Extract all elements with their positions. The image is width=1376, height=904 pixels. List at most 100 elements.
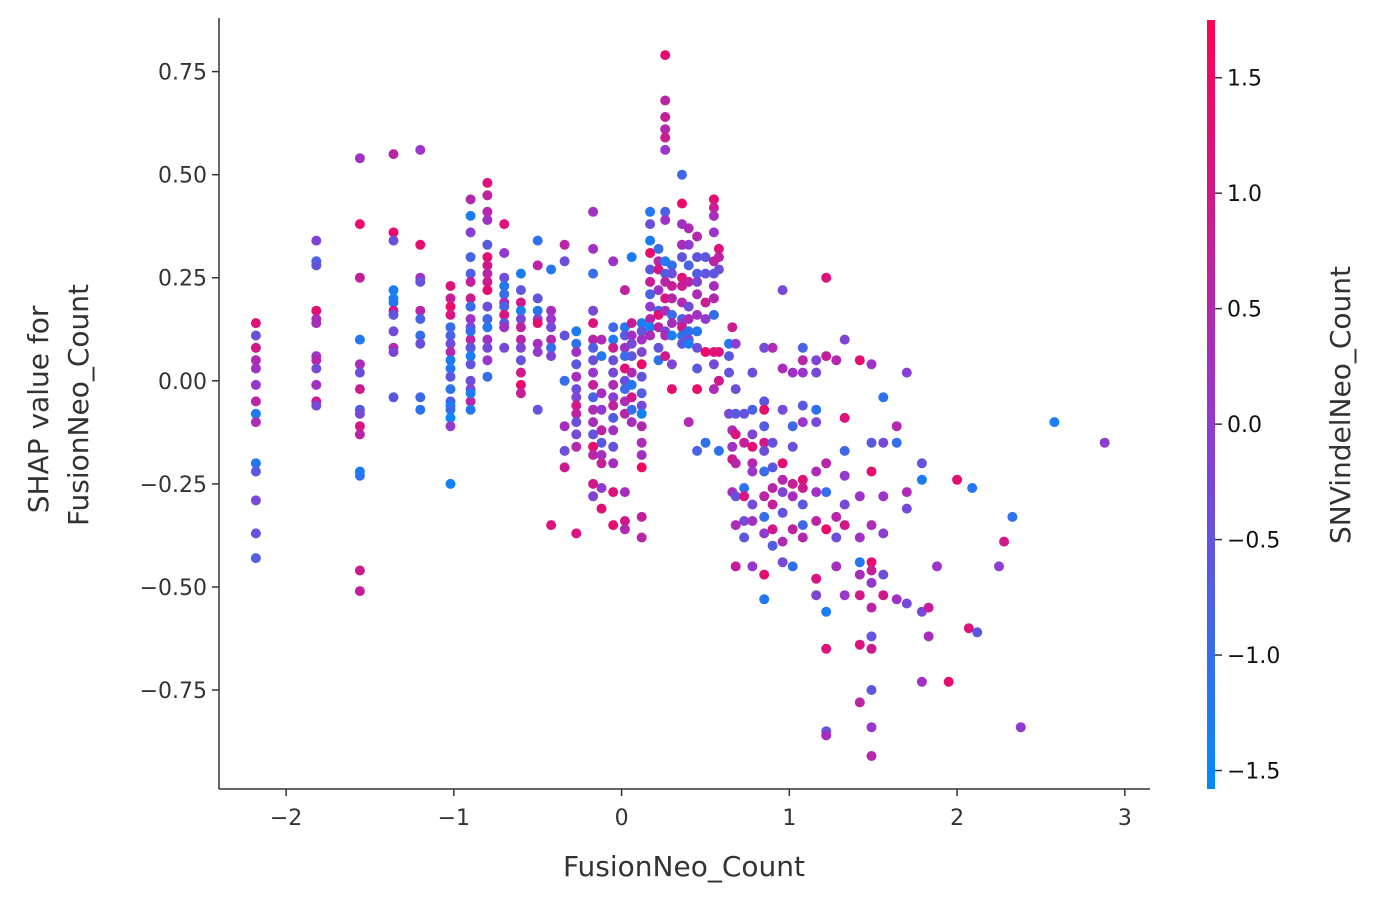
data-point — [571, 417, 582, 428]
data-point — [465, 194, 476, 205]
data-point — [588, 379, 599, 390]
data-point — [730, 561, 741, 572]
data-point — [666, 384, 677, 395]
data-point — [683, 260, 694, 271]
data-point — [660, 95, 671, 106]
data-point — [465, 276, 476, 287]
data-point — [811, 516, 822, 526]
data-point — [571, 371, 582, 382]
data-point — [777, 285, 788, 296]
data-point — [588, 491, 599, 502]
data-point — [445, 371, 456, 382]
data-point — [311, 355, 322, 366]
data-point — [767, 437, 778, 448]
data-point — [747, 441, 758, 452]
data-point — [636, 334, 647, 345]
data-point — [700, 314, 711, 324]
data-point — [811, 590, 822, 601]
data-point — [645, 235, 656, 246]
data-point — [445, 330, 456, 341]
data-point — [482, 252, 493, 263]
data-point — [626, 417, 637, 428]
data-point — [445, 421, 456, 432]
data-point — [708, 210, 719, 221]
data-point — [730, 408, 741, 419]
data-point — [797, 355, 808, 366]
data-point — [777, 536, 788, 547]
data-point — [708, 293, 719, 304]
data-point — [415, 239, 426, 250]
data-point — [700, 437, 711, 448]
data-point — [482, 206, 493, 217]
data-point — [636, 388, 647, 399]
data-point — [388, 149, 399, 160]
data-point — [660, 112, 671, 122]
data-point — [866, 520, 877, 531]
data-point — [730, 429, 741, 440]
data-point — [645, 276, 656, 287]
data-point — [596, 425, 607, 436]
colorbar-tick-label: −1.0 — [1227, 644, 1280, 669]
data-point — [250, 495, 261, 506]
data-point — [499, 289, 510, 300]
data-point — [388, 285, 399, 296]
data-point — [559, 445, 570, 456]
data-point — [445, 309, 456, 320]
data-point — [465, 375, 476, 386]
data-point — [626, 252, 637, 263]
data-point — [546, 264, 557, 275]
data-point — [608, 400, 619, 411]
data-point — [571, 359, 582, 370]
data-point — [445, 412, 456, 423]
data-point — [532, 338, 543, 349]
data-point — [811, 573, 822, 584]
data-point — [759, 491, 770, 502]
data-point — [388, 227, 399, 238]
data-point — [636, 511, 647, 522]
data-point — [515, 285, 526, 296]
data-point — [666, 268, 677, 279]
data-point — [866, 643, 877, 654]
data-point — [645, 289, 656, 300]
data-point — [465, 252, 476, 263]
data-point — [692, 276, 703, 287]
data-point — [759, 594, 770, 605]
data-point — [559, 375, 570, 386]
data-point — [730, 338, 741, 349]
data-point — [354, 367, 365, 378]
data-point — [311, 305, 322, 316]
data-point — [588, 355, 599, 366]
data-point — [777, 363, 788, 374]
data-point — [445, 347, 456, 357]
data-point — [700, 297, 711, 308]
data-point — [465, 314, 476, 324]
data-point — [588, 268, 599, 279]
data-point — [608, 441, 619, 452]
data-point — [739, 483, 750, 493]
data-point — [465, 227, 476, 238]
colorbar-tick-label: 1.0 — [1227, 182, 1262, 207]
data-point — [692, 268, 703, 279]
data-point — [465, 359, 476, 370]
data-point — [515, 297, 526, 308]
data-point — [445, 293, 456, 304]
data-point — [797, 400, 808, 411]
data-point — [708, 281, 719, 291]
data-point — [482, 301, 493, 312]
data-point — [596, 404, 607, 415]
data-point — [854, 557, 865, 568]
data-point — [636, 326, 647, 337]
data-point — [831, 561, 842, 572]
data-point — [250, 396, 261, 407]
data-point — [839, 412, 850, 423]
data-point — [311, 235, 322, 246]
data-point — [415, 305, 426, 316]
data-point — [747, 367, 758, 378]
data-point — [708, 359, 719, 370]
data-point — [636, 450, 647, 460]
data-point — [482, 322, 493, 333]
data-point — [354, 384, 365, 395]
data-point — [645, 219, 656, 230]
data-point — [571, 400, 582, 411]
data-point — [660, 351, 671, 362]
